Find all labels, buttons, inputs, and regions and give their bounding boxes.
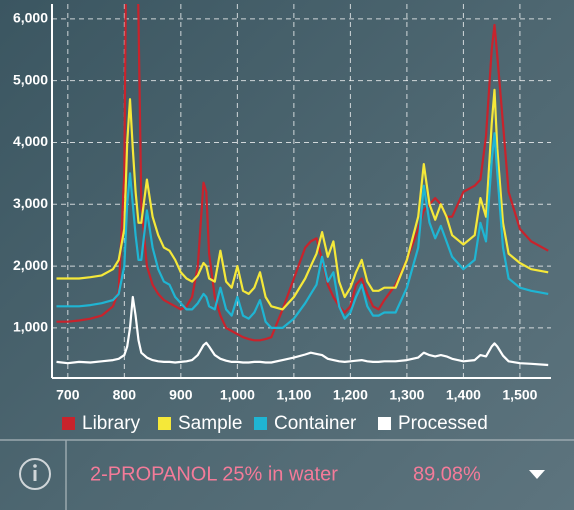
x-tick-label: 1,000	[220, 387, 255, 403]
y-tick-label: 1,000	[13, 319, 48, 335]
x-tick-label: 900	[169, 387, 193, 403]
series-line	[56, 88, 549, 311]
x-tick-label: 1,400	[446, 387, 481, 403]
info-icon[interactable]	[19, 458, 51, 490]
legend-swatch	[62, 417, 75, 430]
legend-label: Processed	[398, 413, 488, 434]
legend-label: Sample	[178, 413, 242, 434]
legend-swatch	[254, 417, 267, 430]
result-match: 89.08%	[413, 463, 481, 485]
x-tick-label: 1,500	[502, 387, 537, 403]
info-stem	[33, 470, 37, 481]
result-name: 2-PROPANOL 25% in water	[90, 463, 338, 485]
x-tick-label: 1,300	[389, 387, 424, 403]
info-circle	[19, 458, 51, 490]
result-bar[interactable]: 2-PROPANOL 25% in water 89.08%	[0, 439, 574, 510]
info-dot	[33, 464, 37, 468]
y-tick-label: 3,000	[13, 195, 48, 211]
legend-label: Container	[274, 413, 357, 434]
series-line	[56, 4, 549, 342]
legend-swatch	[378, 417, 391, 430]
plot-area	[56, 4, 549, 367]
y-tick-label: 2,000	[13, 257, 48, 273]
y-tick-label: 6,000	[13, 10, 48, 26]
legend-label: Library	[82, 413, 141, 434]
x-tick-label: 1,200	[333, 387, 368, 403]
y-tick-label: 4,000	[13, 133, 48, 149]
series-line	[56, 295, 549, 367]
x-tick-label: 1,100	[276, 387, 311, 403]
legend-swatch	[158, 417, 171, 430]
dropdown-arrow[interactable]	[529, 470, 545, 479]
y-tick-label: 5,000	[13, 71, 48, 87]
series-line	[56, 132, 549, 329]
x-tick-label: 700	[56, 387, 80, 403]
x-tick-label: 800	[113, 387, 137, 403]
